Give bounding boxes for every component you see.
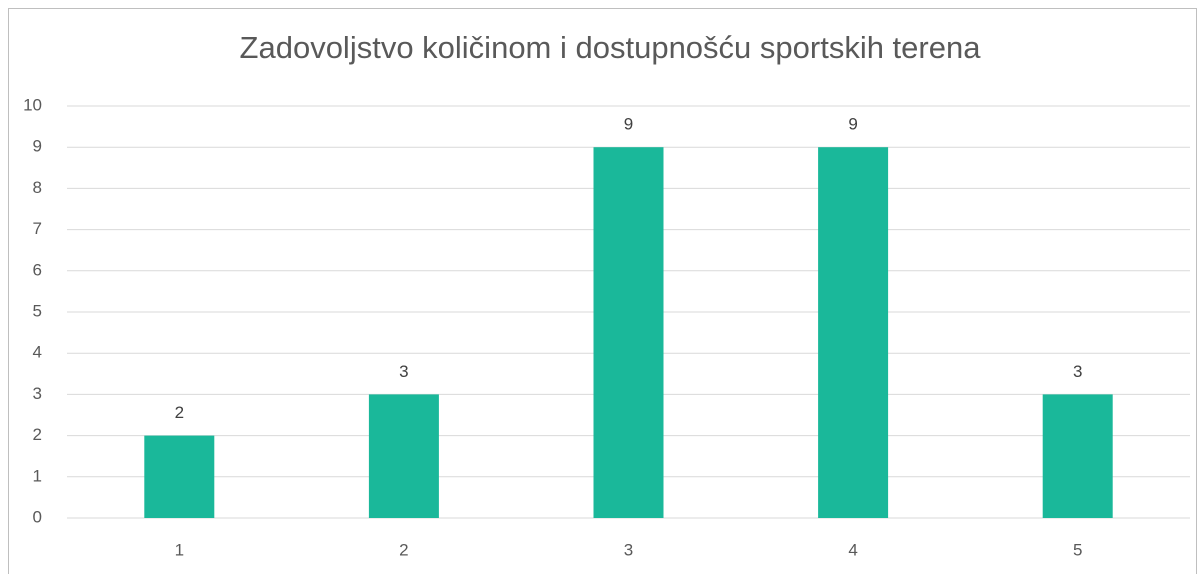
y-tick-label: 8 <box>33 178 42 197</box>
data-label: 2 <box>175 403 184 422</box>
x-tick-label: 3 <box>624 540 633 559</box>
y-tick-label: 2 <box>33 425 42 444</box>
y-tick-label: 10 <box>23 95 42 114</box>
x-tick-label: 5 <box>1073 540 1082 559</box>
bar <box>144 435 215 518</box>
x-tick-label: 4 <box>848 540 857 559</box>
bar <box>1042 394 1113 518</box>
data-label: 9 <box>624 115 633 134</box>
data-label: 3 <box>1073 362 1082 381</box>
y-tick-label: 1 <box>33 466 42 485</box>
y-tick-label: 9 <box>33 137 42 156</box>
x-tick-label: 1 <box>175 540 184 559</box>
bar <box>593 147 664 518</box>
y-tick-label: 4 <box>33 343 42 362</box>
y-tick-label: 7 <box>33 219 42 238</box>
data-label: 9 <box>848 115 857 134</box>
chart-title: Zadovoljstvo količinom i dostupnošću spo… <box>240 30 982 65</box>
x-tick-label: 2 <box>399 540 408 559</box>
bar <box>368 394 439 518</box>
y-tick-label: 0 <box>33 507 42 526</box>
bar <box>818 147 889 518</box>
y-tick-label: 5 <box>33 301 42 320</box>
y-tick-label: 6 <box>33 260 42 279</box>
data-label: 3 <box>399 362 408 381</box>
y-tick-label: 3 <box>33 384 42 403</box>
